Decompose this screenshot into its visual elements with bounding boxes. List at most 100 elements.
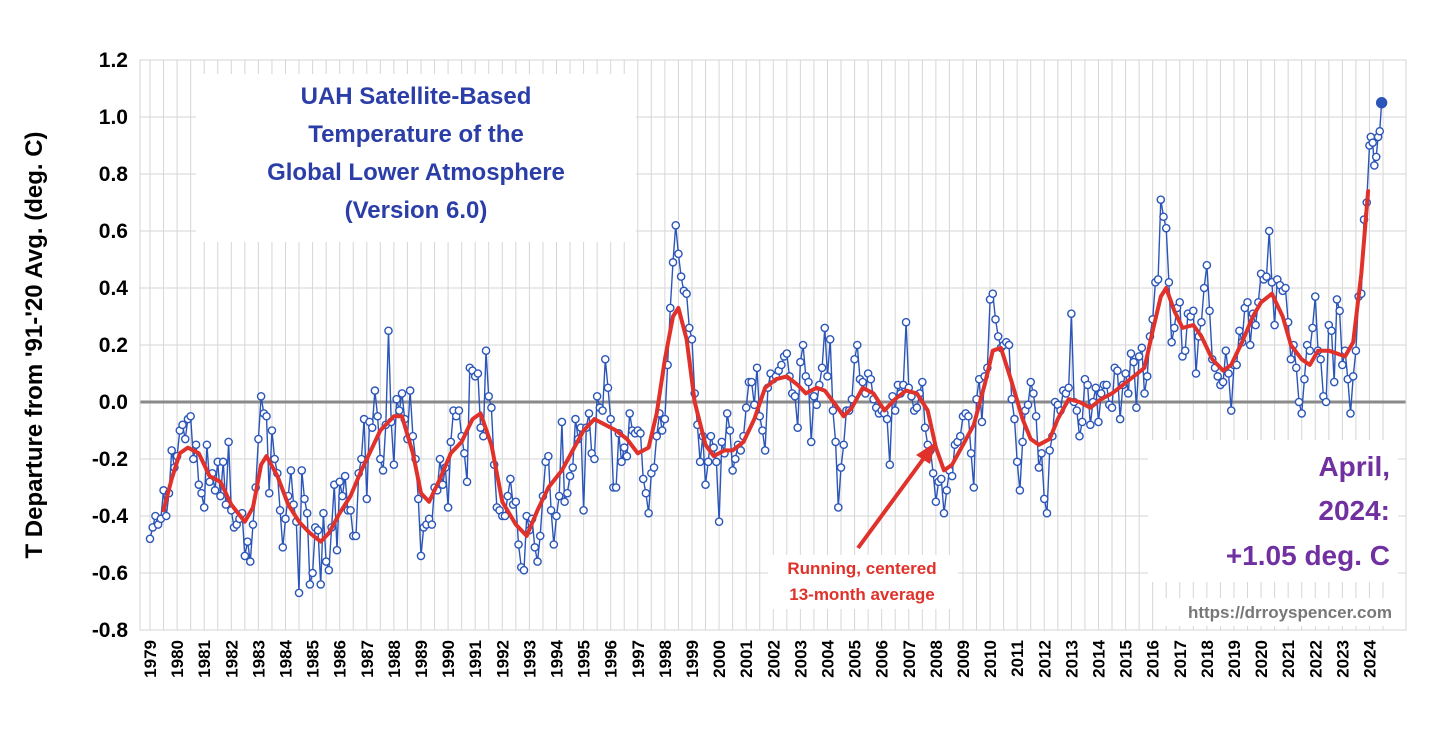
x-tick-label: 2014 — [1089, 639, 1108, 677]
y-axis-ticks: 1.2 1.0 0.8 0.6 0.4 0.2 0.0 -0.2 -0.4 -0.6 -0.8 — [92, 49, 129, 642]
data-point — [565, 471, 575, 481]
x-tick-label: 1989 — [412, 640, 431, 678]
x-tick-label: 2021 — [1279, 640, 1298, 678]
data-point — [1205, 306, 1214, 316]
data-point — [671, 220, 681, 230]
data-point — [416, 551, 426, 561]
source-url: https://drroyspencer.com — [1188, 603, 1392, 622]
data-point — [506, 474, 515, 484]
data-point — [1335, 306, 1344, 316]
data-point — [882, 414, 892, 424]
data-point — [793, 423, 802, 432]
x-tick-label: 1982 — [222, 640, 241, 678]
data-point — [966, 448, 976, 458]
data-point — [703, 457, 713, 467]
data-point — [178, 420, 187, 430]
data-point — [942, 486, 952, 495]
callout-line-2: 2024: — [1318, 495, 1390, 526]
data-point — [1310, 292, 1320, 301]
data-point — [1308, 323, 1317, 333]
data-point — [657, 426, 667, 435]
data-point — [796, 357, 805, 367]
data-point — [300, 494, 309, 504]
data-point — [313, 525, 323, 535]
data-point — [790, 391, 800, 401]
data-point — [839, 440, 849, 450]
data-point — [389, 460, 399, 470]
x-tick-label: 2002 — [764, 640, 783, 678]
data-point — [460, 448, 469, 458]
data-point — [1156, 195, 1166, 204]
x-tick-label: 1995 — [575, 640, 594, 678]
data-point — [603, 383, 613, 393]
data-point — [660, 414, 670, 424]
x-tick-label: 2008 — [927, 640, 946, 678]
data-point — [1264, 226, 1274, 236]
data-point — [731, 454, 740, 464]
data-point — [964, 411, 973, 421]
data-point — [316, 580, 326, 589]
x-tick-label: 2004 — [818, 639, 837, 677]
data-point — [370, 386, 380, 395]
data-point — [1191, 369, 1201, 378]
x-tick-label: 1985 — [304, 640, 323, 678]
callout-line-1: April, — [1318, 451, 1390, 482]
data-point — [454, 406, 464, 415]
data-point — [224, 437, 233, 447]
data-point — [828, 406, 838, 415]
data-point — [427, 520, 437, 529]
data-point — [1199, 283, 1209, 293]
latest-point — [1375, 97, 1388, 109]
data-point — [834, 503, 843, 512]
data-point — [332, 545, 342, 555]
data-point — [636, 429, 645, 438]
data-point — [194, 480, 204, 489]
data-point — [378, 466, 388, 475]
x-tick-label: 2010 — [981, 640, 1000, 678]
data-point — [487, 403, 496, 413]
data-point — [530, 543, 540, 552]
data-point — [798, 340, 808, 350]
data-point — [665, 303, 675, 313]
data-point — [189, 454, 198, 464]
y-tick-label: -0.2 — [92, 448, 128, 471]
data-point — [338, 491, 347, 501]
data-point — [563, 488, 572, 498]
x-tick-label: 1987 — [358, 640, 377, 678]
data-point — [625, 409, 634, 418]
data-point — [1121, 369, 1130, 378]
data-point — [652, 431, 662, 441]
data-point — [384, 326, 393, 336]
data-point — [324, 565, 334, 575]
data-point — [752, 363, 762, 373]
data-point — [977, 417, 987, 427]
data-point — [1375, 126, 1385, 136]
y-tick-label: 0.0 — [99, 391, 128, 414]
data-point — [988, 289, 998, 299]
data-point — [638, 474, 648, 484]
y-tick-label: 0.2 — [99, 334, 128, 357]
data-point — [579, 505, 588, 515]
data-point — [443, 503, 453, 512]
data-point — [275, 505, 285, 515]
title-box — [196, 74, 636, 242]
data-point — [549, 540, 559, 549]
data-point — [931, 497, 941, 507]
data-point — [1294, 397, 1304, 407]
data-point — [376, 454, 385, 464]
x-tick-label: 2022 — [1306, 640, 1325, 678]
data-point — [286, 466, 296, 475]
data-point — [267, 426, 277, 435]
chart-title-line-3: Global Lower Atmosphere — [267, 159, 565, 186]
data-point — [392, 394, 401, 404]
x-tick-label: 2005 — [846, 640, 865, 678]
x-tick-label: 1986 — [331, 640, 350, 678]
data-point — [831, 437, 840, 447]
data-point — [777, 360, 786, 370]
data-point — [1281, 283, 1290, 293]
x-tick-label: 2001 — [737, 640, 756, 678]
data-point — [682, 289, 691, 299]
data-point — [294, 588, 304, 598]
data-point — [1034, 463, 1044, 472]
data-point — [202, 440, 212, 450]
